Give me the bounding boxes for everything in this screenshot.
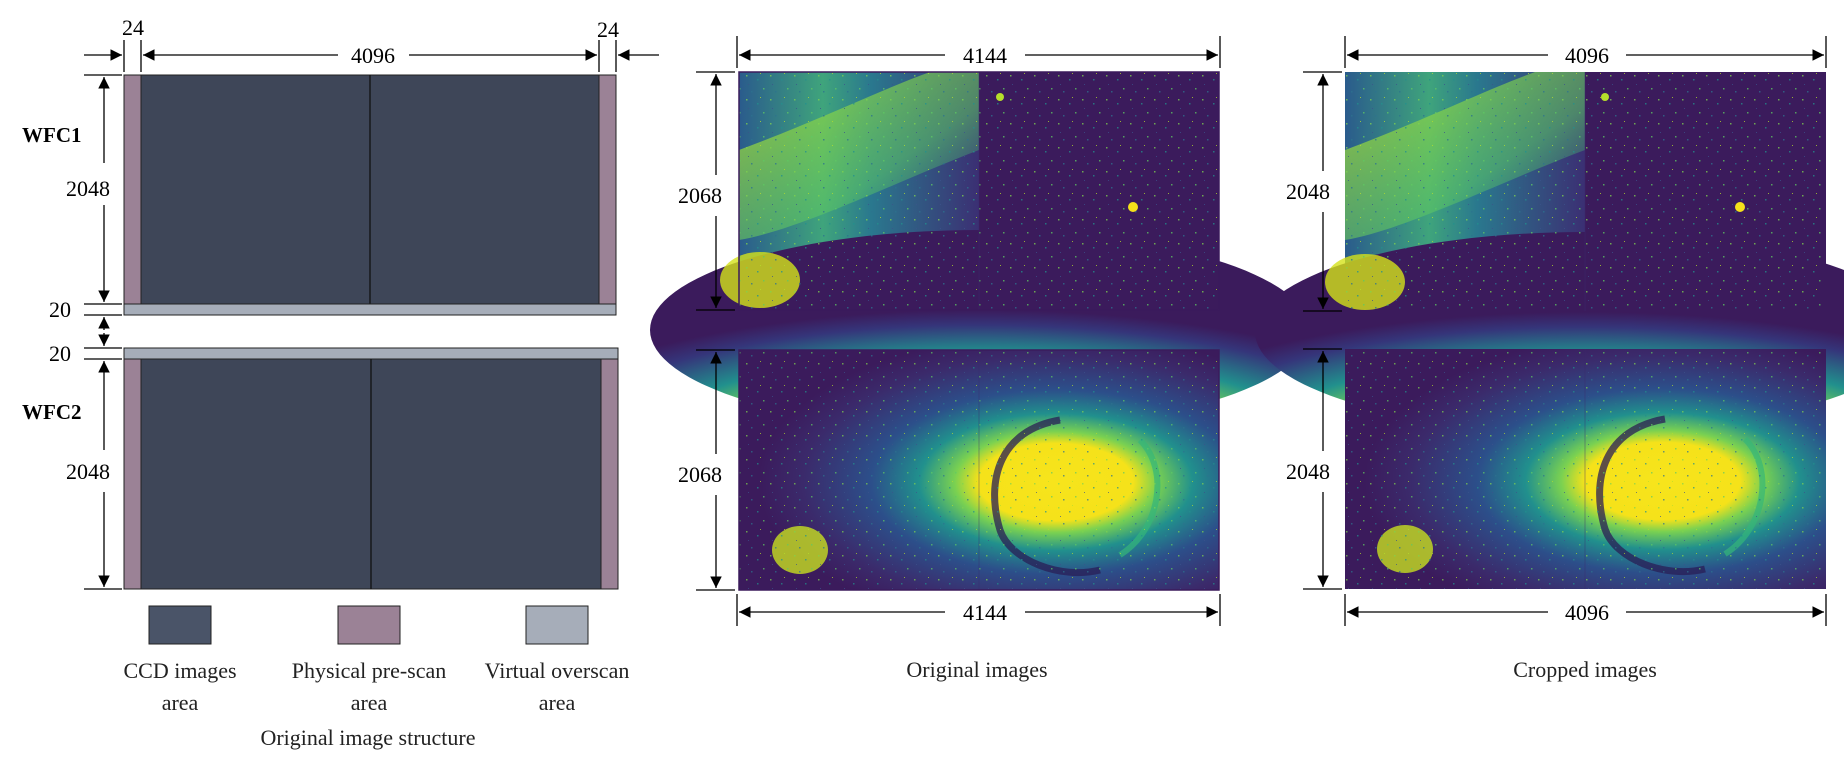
legend-prescan-swatch: [337, 605, 401, 645]
gap-bottom-label: 20: [49, 341, 71, 366]
wfc2-overscan: [123, 347, 619, 360]
orig-top-width-label: 4144: [963, 43, 1007, 68]
wfc1-overscan: [123, 303, 617, 316]
original-images-caption: Original images: [906, 657, 1047, 682]
width-label: 4096: [351, 43, 395, 68]
wfc2-prescan-left: [123, 358, 142, 590]
legend-ccd-swatch: [148, 605, 212, 645]
prescan-width-label: 24: [122, 15, 144, 40]
wfc1-prescan-left: [123, 74, 142, 305]
wfc1-prescan-right: [598, 74, 617, 305]
overscan-width-label: 24: [597, 17, 619, 42]
cropped-wfc2-image: [1345, 349, 1826, 589]
original-images-panel: 4144 4144 2068 2068 Original images: [650, 36, 1310, 682]
crop2-height-label: 2048: [1286, 459, 1330, 484]
wfc2-height-label: 2048: [66, 459, 110, 484]
orig1-height-label: 2068: [678, 183, 722, 208]
gap-top-label: 20: [49, 297, 71, 322]
wfc2-label: WFC2: [22, 400, 82, 424]
cropped-images-panel: 4096 4096 2048 2048 Cropped images: [1255, 36, 1844, 682]
structure-panel: 24 24 4096 WFC1: [22, 15, 659, 750]
wfc1-label: WFC1: [22, 123, 82, 147]
wfc2-prescan-right: [600, 358, 619, 590]
wfc1-structure: [123, 74, 617, 316]
orig2-height-label: 2068: [678, 462, 722, 487]
legend-ccd-label-line1: CCD images: [123, 658, 236, 683]
legend-prescan-label-line2: area: [351, 690, 388, 715]
legend-overscan-swatch: [525, 605, 589, 645]
wfc1-height-label: 2048: [66, 176, 110, 201]
legend-overscan-label-line1: Virtual overscan: [485, 658, 630, 683]
cropped-images-caption: Cropped images: [1513, 657, 1657, 682]
legend-prescan-label-line1: Physical pre-scan: [292, 658, 447, 683]
orig-bottom-width-label: 4144: [963, 600, 1007, 625]
structure-caption: Original image structure: [260, 725, 475, 750]
crop1-height-label: 2048: [1286, 179, 1330, 204]
legend-ccd-label-line2: area: [162, 690, 199, 715]
crop-bottom-width-label: 4096: [1565, 600, 1609, 625]
original-wfc2-image: [738, 349, 1220, 591]
wfc2-structure: [123, 347, 619, 590]
legend-overscan-label-line2: area: [539, 690, 576, 715]
crop-top-width-label: 4096: [1565, 43, 1609, 68]
